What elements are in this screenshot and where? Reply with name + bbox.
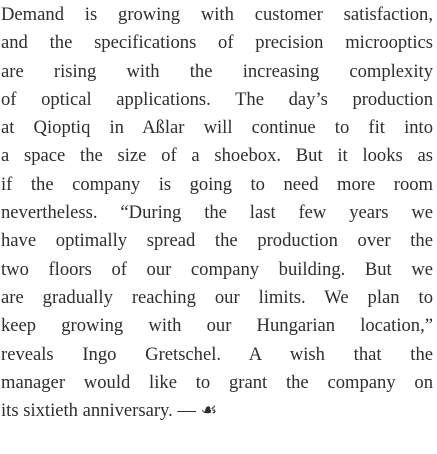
text-line: a space the size of a shoebox. But it lo… xyxy=(1,145,433,167)
text-line: are rising with the increasing complexit… xyxy=(1,60,433,82)
text-line: two floors of our company building. But … xyxy=(1,258,433,280)
text-line: manager would like to grant the company … xyxy=(1,371,433,393)
text-line: and the specifications of precision micr… xyxy=(1,32,433,54)
text-line: Demand is growing with customer satisfac… xyxy=(1,4,433,25)
text-line: if the company is going to need more roo… xyxy=(1,173,433,195)
text-line: are gradually reaching our limits. We pl… xyxy=(1,286,433,308)
text-line: keep growing with our Hungarian location… xyxy=(1,315,433,337)
text-line: its sixtieth anniversary. — ☙ xyxy=(1,400,218,422)
text-line: have optimally spread the production ove… xyxy=(1,230,433,252)
text-line: at Qioptiq in Aßlar will continue to fit… xyxy=(1,117,433,139)
text-line: nevertheless. “During the last few years… xyxy=(1,202,433,224)
text-line: reveals Ingo Gretschel. A wish that the xyxy=(1,343,433,365)
text-line: of optical applications. The day’s produ… xyxy=(1,88,433,110)
